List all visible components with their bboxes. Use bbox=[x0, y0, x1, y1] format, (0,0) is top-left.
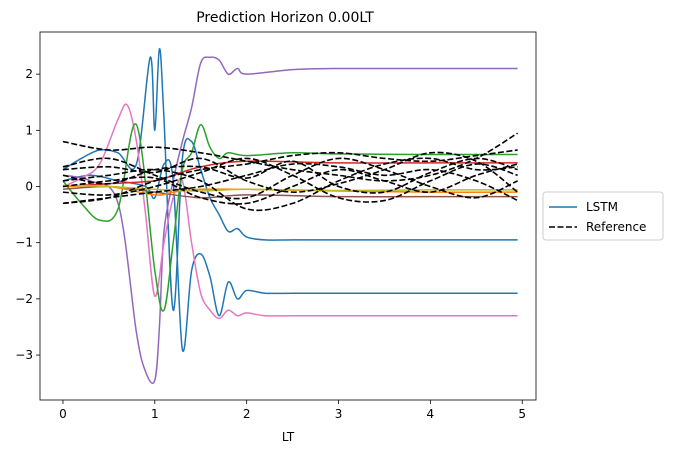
lstm-line-4 bbox=[62, 103, 518, 320]
lstm-line-3 bbox=[62, 56, 518, 385]
reference-line-1 bbox=[62, 132, 519, 182]
x-tick-label: 0 bbox=[59, 407, 67, 421]
plot-frame bbox=[39, 31, 537, 401]
plot-area bbox=[62, 48, 519, 385]
reference-line-8 bbox=[62, 163, 518, 205]
y-tick-label: −3 bbox=[15, 348, 33, 362]
y-tick-label: −2 bbox=[15, 292, 33, 306]
reference-line-7 bbox=[62, 162, 518, 205]
reference-line-6 bbox=[62, 151, 519, 193]
lstm-line-1 bbox=[62, 48, 518, 311]
x-tick-label: 2 bbox=[243, 407, 251, 421]
reference-line-5 bbox=[62, 157, 518, 203]
y-tick-label: 2 bbox=[25, 67, 33, 81]
lstm-line-6 bbox=[62, 160, 518, 188]
lstm-line-9 bbox=[62, 184, 518, 192]
axes: 0 1 2 3 4 5 −3 −2 −1 0 1 2 bbox=[15, 31, 537, 421]
x-tick-label: 1 bbox=[151, 407, 159, 421]
x-tick-label: 3 bbox=[335, 407, 343, 421]
x-axis-label: LT bbox=[282, 430, 295, 444]
reference-line-4 bbox=[62, 157, 518, 212]
x-tick-label: 5 bbox=[518, 407, 526, 421]
legend-label-lstm: LSTM bbox=[586, 200, 618, 214]
reference-line-9 bbox=[62, 157, 518, 194]
legend-box bbox=[542, 191, 664, 241]
legend-label-reference: Reference bbox=[586, 220, 646, 234]
y-tick-label: 1 bbox=[25, 123, 33, 137]
y-tick-label: −1 bbox=[15, 236, 33, 250]
legend: LSTM Reference bbox=[542, 191, 664, 241]
lstm-line-5 bbox=[62, 123, 518, 312]
y-tick-label: 0 bbox=[25, 180, 33, 194]
x-tick-label: 4 bbox=[427, 407, 435, 421]
chart-title: Prediction Horizon 0.00LT bbox=[196, 10, 374, 26]
